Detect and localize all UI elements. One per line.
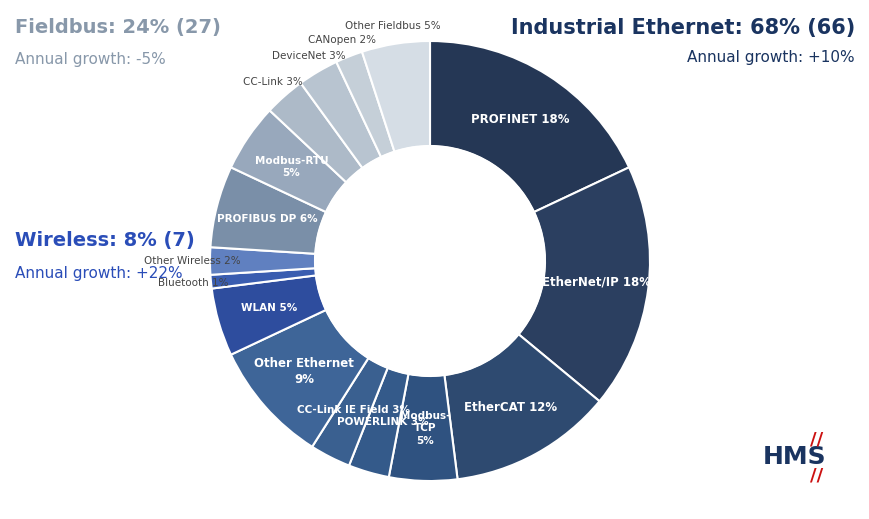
Text: Wireless: 8% (7): Wireless: 8% (7) bbox=[15, 231, 195, 250]
Text: CC-Link 3%: CC-Link 3% bbox=[242, 77, 302, 88]
Wedge shape bbox=[230, 111, 346, 212]
Wedge shape bbox=[211, 276, 326, 354]
Text: Modbus-RTU
5%: Modbus-RTU 5% bbox=[255, 156, 328, 178]
Text: Annual growth: +22%: Annual growth: +22% bbox=[15, 266, 182, 281]
Text: Annual growth: -5%: Annual growth: -5% bbox=[15, 52, 166, 67]
Text: PROFINET 18%: PROFINET 18% bbox=[470, 113, 568, 126]
Wedge shape bbox=[210, 268, 315, 289]
Wedge shape bbox=[388, 374, 457, 481]
Wedge shape bbox=[348, 368, 408, 477]
Text: CANopen 2%: CANopen 2% bbox=[308, 35, 376, 45]
Text: Modbus-
TCP
5%: Modbus- TCP 5% bbox=[399, 411, 449, 446]
Wedge shape bbox=[230, 310, 368, 447]
Text: //: // bbox=[809, 430, 823, 448]
Text: PROFIBUS DP 6%: PROFIBUS DP 6% bbox=[217, 214, 318, 224]
Text: Annual growth: +10%: Annual growth: +10% bbox=[687, 50, 854, 65]
Text: EtherNet/IP 18%: EtherNet/IP 18% bbox=[541, 276, 650, 289]
Wedge shape bbox=[312, 358, 388, 466]
Text: POWERLINK 3%: POWERLINK 3% bbox=[337, 417, 428, 427]
Text: Bluetooth 1%: Bluetooth 1% bbox=[157, 278, 228, 289]
Text: //: // bbox=[809, 466, 823, 484]
Wedge shape bbox=[336, 52, 394, 157]
Text: Other Fieldbus 5%: Other Fieldbus 5% bbox=[345, 21, 440, 31]
Text: Fieldbus: 24% (27): Fieldbus: 24% (27) bbox=[15, 18, 221, 37]
Text: Other Wireless 2%: Other Wireless 2% bbox=[143, 256, 240, 266]
Text: EtherCAT 12%: EtherCAT 12% bbox=[463, 401, 557, 414]
Text: DeviceNet 3%: DeviceNet 3% bbox=[272, 51, 345, 61]
Wedge shape bbox=[444, 334, 599, 479]
Wedge shape bbox=[429, 41, 628, 212]
Text: Other Ethernet
9%: Other Ethernet 9% bbox=[254, 357, 354, 386]
Text: HMS: HMS bbox=[762, 445, 826, 469]
Text: Industrial Ethernet: 68% (66): Industrial Ethernet: 68% (66) bbox=[510, 18, 854, 38]
Circle shape bbox=[315, 146, 544, 376]
Wedge shape bbox=[362, 41, 429, 152]
Text: CC-Link IE Field 3%: CC-Link IE Field 3% bbox=[297, 405, 410, 415]
Wedge shape bbox=[209, 247, 315, 275]
Wedge shape bbox=[269, 83, 362, 182]
Wedge shape bbox=[210, 167, 326, 254]
Wedge shape bbox=[301, 62, 381, 168]
Wedge shape bbox=[518, 167, 649, 401]
Text: WLAN 5%: WLAN 5% bbox=[241, 303, 297, 313]
